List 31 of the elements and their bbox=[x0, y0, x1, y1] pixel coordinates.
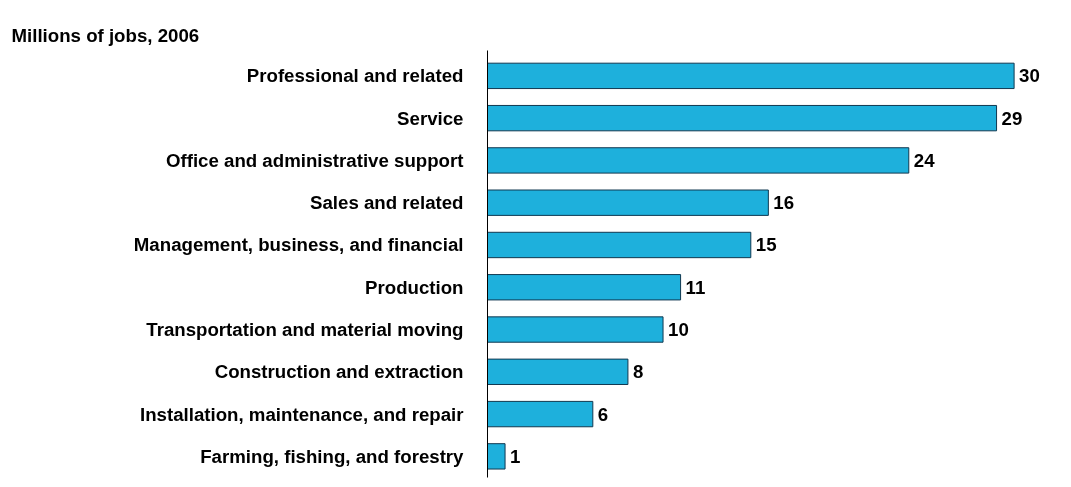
bar bbox=[487, 147, 910, 174]
bar bbox=[487, 358, 629, 385]
data-label: 10 bbox=[668, 319, 689, 341]
bar bbox=[487, 231, 752, 259]
data-label: 30 bbox=[1019, 65, 1040, 87]
text: Millions of jobs, 2006 bbox=[11, 24, 200, 46]
bar bbox=[487, 400, 594, 428]
data-label: 6 bbox=[597, 403, 609, 425]
y-tick-label: Professional and related bbox=[246, 65, 464, 87]
bar bbox=[487, 62, 1015, 90]
bar bbox=[487, 316, 664, 343]
bar bbox=[487, 104, 998, 132]
data-label: 11 bbox=[685, 276, 706, 298]
y-tick-label: Service bbox=[397, 107, 464, 129]
data-label: 15 bbox=[755, 234, 777, 256]
y-tick-label: Production bbox=[365, 276, 464, 298]
data-label: 24 bbox=[913, 149, 936, 171]
data-label: 16 bbox=[773, 192, 795, 214]
y-tick-label: Office and administrative support bbox=[165, 149, 464, 171]
data-label: 8 bbox=[632, 361, 644, 383]
y-tick-label: Installation, maintenance, and repair bbox=[140, 403, 464, 425]
bar bbox=[487, 274, 682, 301]
data-label: 29 bbox=[1001, 107, 1023, 129]
bar bbox=[487, 189, 769, 216]
y-tick-label: Farming, fishing, and forestry bbox=[200, 445, 465, 467]
data-label: 1 bbox=[510, 445, 521, 467]
y-tick-label: Management, business, and financial bbox=[133, 234, 464, 256]
y-tick-label: Construction and extraction bbox=[214, 361, 464, 383]
bar bbox=[487, 443, 506, 470]
y-tick-label: Transportation and material moving bbox=[146, 319, 464, 341]
y-tick-label: Sales and related bbox=[310, 192, 464, 214]
